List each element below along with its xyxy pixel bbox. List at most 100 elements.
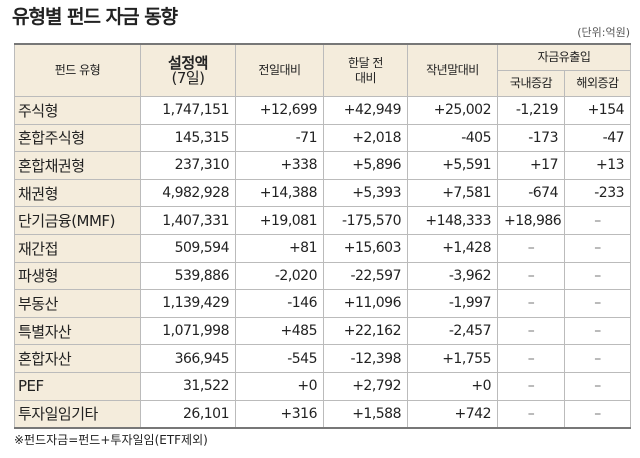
value-cell: +1,755	[407, 344, 498, 373]
value-cell: +338	[235, 151, 324, 180]
value-cell: +19,081	[235, 206, 324, 235]
value-cell: +22,162	[323, 316, 408, 346]
value-cell: –	[497, 316, 565, 346]
fund-type: 재간접	[14, 233, 141, 263]
value-cell: –	[497, 344, 565, 373]
value-cell: –	[563, 289, 632, 318]
value-cell: -1,997	[407, 289, 498, 318]
header-cell: 국내증감	[497, 70, 565, 97]
value-cell: 1,071,998	[140, 316, 236, 346]
value-cell: –	[563, 344, 632, 373]
value-cell: 539,886	[140, 261, 236, 291]
value-cell: +742	[407, 399, 498, 429]
fund-type: 주식형	[14, 96, 141, 125]
value-cell: +148,333	[407, 206, 498, 235]
value-cell: 1,139,429	[140, 289, 236, 318]
value-cell: -1,219	[497, 96, 565, 125]
value-cell: –	[497, 261, 565, 291]
value-cell: +17	[497, 151, 565, 180]
table-row: 특별자산 1,071,998 +485 +22,162 -2,457– –	[14, 316, 632, 346]
table-row: 혼합주식형 145,315 -71 +2,018 -405 -173 -47	[14, 123, 632, 153]
value-cell: +14,388	[235, 178, 324, 208]
value-cell: +0	[235, 371, 324, 401]
footnote: ※펀드자금=펀드+투자일임(ETF제외)	[14, 433, 208, 447]
value-cell: -2,020	[235, 261, 324, 291]
value-cell: +12,699	[235, 96, 324, 125]
value-cell: -173	[497, 123, 565, 153]
table-body: 주식형 1,747,151 +12,699 +42,949 +25,002 -1,219 +…	[14, 96, 632, 429]
value-cell: -2,457	[407, 316, 498, 346]
table-row: 주식형 1,747,151 +12,699 +42,949 +25,002 -1,219 +…	[14, 96, 632, 125]
value-cell: -233	[563, 178, 632, 208]
table-row: 혼합자산 366,945 -545 -12,398 +1,755– –	[14, 344, 632, 373]
fund-type: 특별자산	[14, 316, 141, 346]
table-row: 재간접 509,594 +81 +15,603 +1,428– –	[14, 233, 632, 263]
value-cell: –	[563, 233, 632, 263]
value-cell: –	[497, 399, 565, 429]
fund-type: 투자일임기타	[14, 399, 141, 429]
fund-type: 혼합채권형	[14, 151, 141, 180]
value-cell: –	[497, 233, 565, 263]
value-cell: -674	[497, 178, 565, 208]
value-cell: 366,945	[140, 344, 236, 373]
header-text: (7일)	[171, 68, 205, 87]
value-cell: –	[497, 371, 565, 401]
value-cell: –	[497, 289, 565, 318]
table-header: 펀드 유형 설정액 (7일) 전일대비 한달 전 대비 작년말대비 자금유출입 국내…	[14, 43, 632, 97]
table-row: 투자일임기타 26,101 +316 +1,588 +742– –	[14, 399, 632, 429]
value-cell: +1,428	[407, 233, 498, 263]
header-cell: 펀드 유형	[14, 43, 141, 97]
value-cell: 26,101	[140, 399, 236, 429]
value-cell: +7,581	[407, 178, 498, 208]
header-text: 대비	[354, 70, 377, 85]
value-cell: +154	[563, 96, 632, 125]
fund-table: 펀드 유형 설정액 (7일) 전일대비 한달 전 대비 작년말대비 자금유출입 국내…	[14, 43, 632, 430]
value-cell: -405	[407, 123, 498, 153]
value-cell: –	[563, 399, 632, 429]
value-cell: +5,896	[323, 151, 408, 180]
table-row: PEF 31,522 +0 +2,792 +0– –	[14, 371, 632, 401]
value-cell: 509,594	[140, 233, 236, 263]
value-cell: 31,522	[140, 371, 236, 401]
header-cell: 한달 전 대비	[323, 43, 408, 97]
table-row: 부동산 1,139,429 -146 +11,096 -1,997– –	[14, 289, 632, 318]
value-cell: -175,570	[323, 206, 408, 235]
value-cell: -71	[235, 123, 324, 153]
value-cell: +5,393	[323, 178, 408, 208]
value-cell: 145,315	[140, 123, 236, 153]
fund-type: 채권형	[14, 178, 141, 208]
table-row: 혼합채권형 237,310 +338 +5,896 +5,591 +17 +13	[14, 151, 632, 180]
value-cell: +18,986	[497, 206, 565, 235]
value-cell: 1,407,331	[140, 206, 236, 235]
value-cell: +42,949	[323, 96, 408, 125]
fund-type: 파생형	[14, 261, 141, 291]
header-cell: 설정액 (7일)	[140, 43, 236, 97]
value-cell: +81	[235, 233, 324, 263]
fund-type: 혼합자산	[14, 344, 141, 373]
value-cell: –	[563, 206, 632, 235]
value-cell: –	[563, 316, 632, 346]
value-cell: -3,962	[407, 261, 498, 291]
value-cell: -12,398	[323, 344, 408, 373]
value-cell: +5,591	[407, 151, 498, 180]
fund-type: 단기금융(MMF)	[14, 206, 141, 235]
value-cell: +15,603	[323, 233, 408, 263]
table-row: 채권형 4,982,928 +14,388 +5,393 +7,581 -674 -233	[14, 178, 632, 208]
value-cell: -545	[235, 344, 324, 373]
header-cell: 자금유출입	[496, 43, 632, 71]
table-row: 파생형 539,886 -2,020 -22,597 -3,962– –	[14, 261, 632, 291]
header-text: 한달 전	[348, 55, 383, 70]
value-cell: +1,588	[323, 399, 408, 429]
value-cell: +11,096	[323, 289, 408, 318]
value-cell: -22,597	[323, 261, 408, 291]
header-cell: 해외증감	[563, 70, 632, 97]
value-cell: +2,792	[323, 371, 408, 401]
value-cell: +25,002	[407, 96, 498, 125]
value-cell: 237,310	[140, 151, 236, 180]
value-cell: -146	[235, 289, 324, 318]
value-cell: –	[563, 261, 632, 291]
value-cell: 1,747,151	[140, 96, 236, 125]
value-cell: +2,018	[323, 123, 408, 153]
value-cell: +316	[235, 399, 324, 429]
